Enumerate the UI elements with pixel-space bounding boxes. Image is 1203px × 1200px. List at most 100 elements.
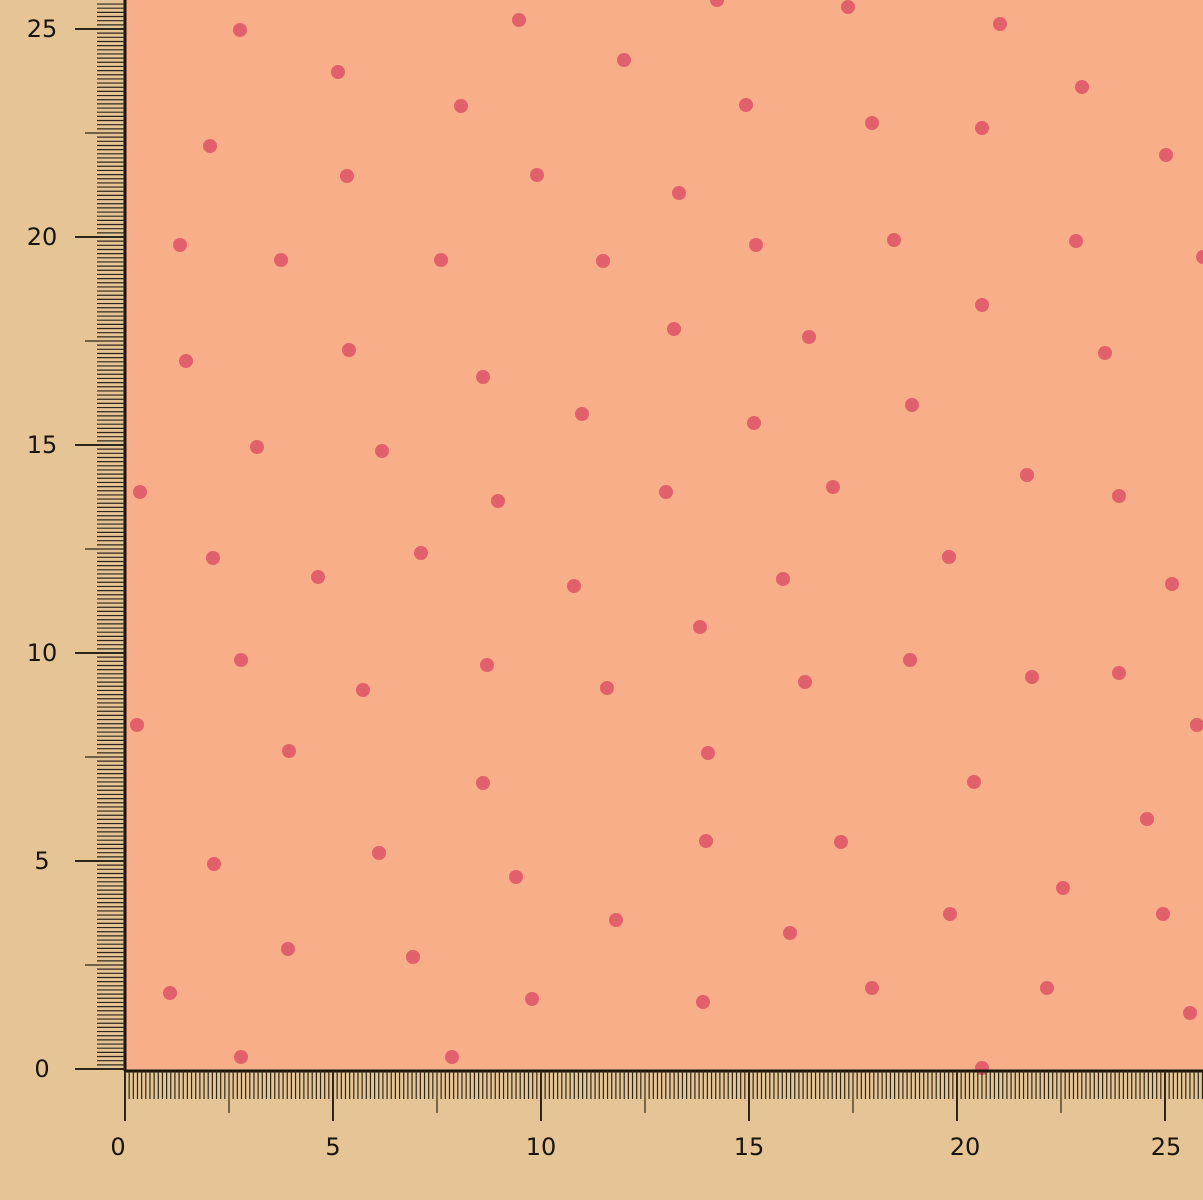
polka-dot: [826, 480, 840, 494]
polka-dot: [975, 298, 989, 312]
polka-dot: [179, 354, 193, 368]
polka-dot: [1025, 670, 1039, 684]
polka-dot: [454, 99, 468, 113]
polka-dot: [887, 233, 901, 247]
polka-dot: [476, 776, 490, 790]
polka-dot: [747, 416, 761, 430]
polka-dot: [609, 913, 623, 927]
polka-dot: [1190, 718, 1203, 732]
polka-dot: [340, 169, 354, 183]
polka-dot: [802, 330, 816, 344]
polka-dot: [1112, 489, 1126, 503]
polka-dot: [274, 253, 288, 267]
h-label-25: 25: [1151, 1133, 1182, 1161]
polka-dot: [567, 579, 581, 593]
h-label-10: 10: [526, 1133, 557, 1161]
polka-dot: [596, 254, 610, 268]
polka-dot: [1075, 80, 1089, 94]
polka-dot: [203, 139, 217, 153]
polka-dot: [233, 23, 247, 37]
polka-dot: [476, 370, 490, 384]
polka-dot: [967, 775, 981, 789]
polka-dot: [841, 0, 855, 14]
polka-dot: [1112, 666, 1126, 680]
h-label-5: 5: [325, 1133, 340, 1161]
polka-dot: [699, 834, 713, 848]
v-label-20: 20: [27, 223, 58, 251]
polka-dot: [667, 322, 681, 336]
polka-dot: [434, 253, 448, 267]
polka-dot: [282, 744, 296, 758]
polka-dot: [1020, 468, 1034, 482]
polka-dot: [905, 398, 919, 412]
v-label-10: 10: [27, 639, 58, 667]
polka-dot: [696, 995, 710, 1009]
polka-dot: [798, 675, 812, 689]
polka-dot: [942, 550, 956, 564]
h-label-20: 20: [950, 1133, 981, 1161]
polka-dot: [342, 343, 356, 357]
polka-dot: [975, 121, 989, 135]
polka-dot: [693, 620, 707, 634]
v-label-5: 5: [34, 847, 49, 875]
polka-dot: [617, 53, 631, 67]
polka-dot: [234, 653, 248, 667]
polka-dot: [311, 570, 325, 584]
polka-dot: [491, 494, 505, 508]
polka-dot: [250, 440, 264, 454]
polka-dot: [783, 926, 797, 940]
fabric-area: [125, 0, 1203, 1070]
polka-dot: [331, 65, 345, 79]
polka-dot: [525, 992, 539, 1006]
polka-dot: [133, 485, 147, 499]
polka-dot: [1069, 234, 1083, 248]
polka-dot: [865, 981, 879, 995]
polka-dot: [1165, 577, 1179, 591]
polka-dot: [234, 1050, 248, 1064]
polka-dot: [1156, 907, 1170, 921]
polka-dot: [406, 950, 420, 964]
horizontal-ruler-ticks: [124, 1071, 1203, 1121]
polka-dot: [1196, 250, 1203, 264]
v-label-0: 0: [34, 1055, 49, 1083]
polka-dot: [372, 846, 386, 860]
polka-dot: [834, 835, 848, 849]
v-label-25: 25: [27, 15, 58, 43]
polka-dot: [207, 857, 221, 871]
polka-dot: [739, 98, 753, 112]
polka-dot: [865, 116, 879, 130]
polka-dot: [749, 238, 763, 252]
polka-dot: [993, 17, 1007, 31]
polka-dot: [1040, 981, 1054, 995]
polka-dot: [375, 444, 389, 458]
polka-dot: [163, 986, 177, 1000]
polka-dot: [173, 238, 187, 252]
polka-dot: [575, 407, 589, 421]
polka-dot: [600, 681, 614, 695]
polka-dot: [1140, 812, 1154, 826]
polka-dot: [281, 942, 295, 956]
polka-dot: [701, 746, 715, 760]
horizontal-ruler-labels: 0 5 10 15 20 25: [110, 1133, 1181, 1161]
v-label-15: 15: [27, 431, 58, 459]
polka-dot: [414, 546, 428, 560]
polka-dot: [903, 653, 917, 667]
polka-dot: [776, 572, 790, 586]
polka-dot: [445, 1050, 459, 1064]
polka-dots: [130, 0, 1203, 1075]
polka-dot: [480, 658, 494, 672]
vertical-ruler-ticks: [75, 3, 125, 1070]
polka-dot: [512, 13, 526, 27]
polka-dot: [1056, 881, 1070, 895]
polka-dot: [1098, 346, 1112, 360]
polka-dot: [530, 168, 544, 182]
polka-dot: [672, 186, 686, 200]
h-label-15: 15: [734, 1133, 765, 1161]
polka-dot: [356, 683, 370, 697]
polka-dot: [943, 907, 957, 921]
polka-dot: [130, 718, 144, 732]
polka-dot: [509, 870, 523, 884]
vertical-ruler-labels: 0 5 10 15 20 25: [27, 15, 58, 1083]
h-label-0: 0: [110, 1133, 125, 1161]
